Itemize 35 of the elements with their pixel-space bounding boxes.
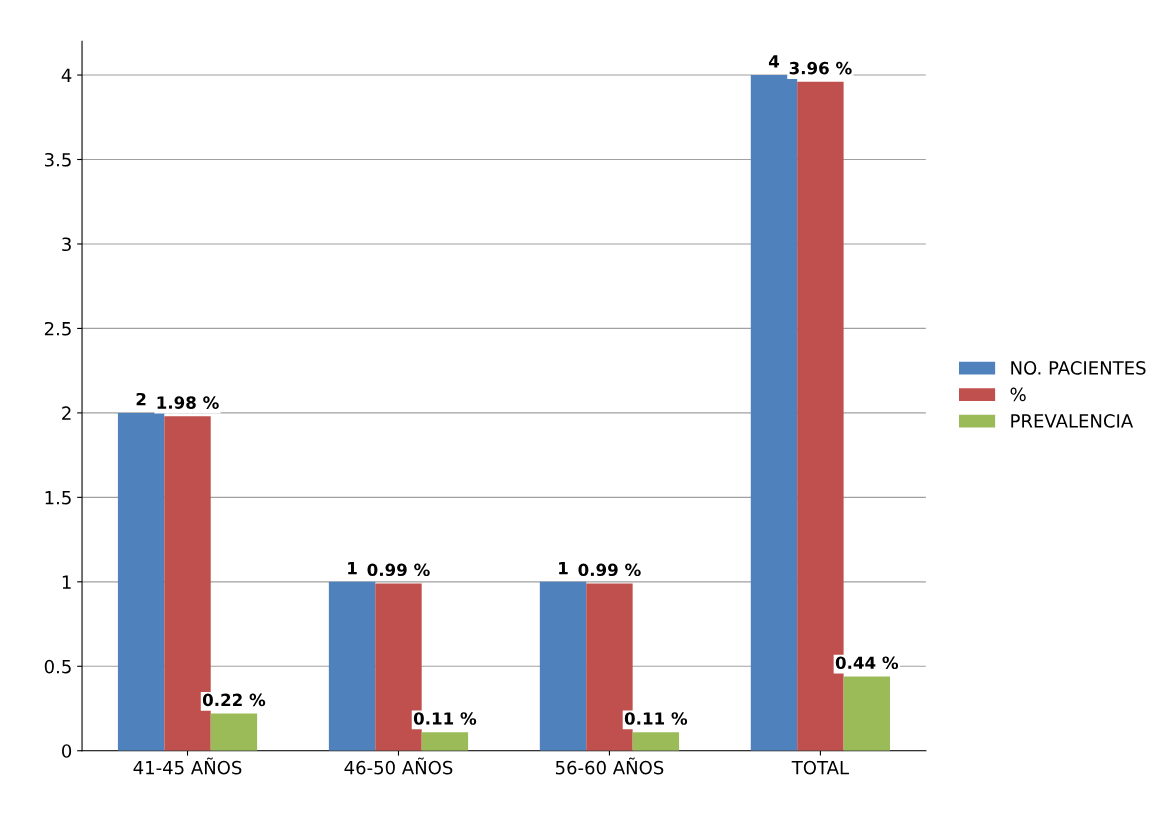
bar [210, 713, 258, 751]
data-label: 1.98 % [157, 396, 219, 409]
legend-label: PREVALENCIA [1011, 414, 1134, 428]
bar [539, 581, 587, 751]
bar [632, 732, 680, 751]
bar [421, 732, 469, 751]
y-tick-label: 3.5 [44, 152, 71, 167]
y-tick-label: 2.5 [44, 321, 71, 336]
data-label: 0.22 % [202, 693, 266, 707]
bar [750, 75, 798, 751]
data-label: 2 [136, 392, 146, 406]
data-label: 0.99 % [578, 563, 641, 577]
data-label: 0.44 % [835, 656, 899, 670]
y-tick-label: 0 [62, 744, 72, 758]
y-tick-label: 4 [61, 68, 72, 82]
y-tick-label: 1 [62, 575, 71, 589]
data-label: 0.11 % [624, 712, 688, 725]
data-label: 1 [348, 562, 357, 575]
legend-label: % [1010, 387, 1026, 402]
x-tick-label: 41-45 AÑOS [133, 757, 242, 775]
x-tick-label: 56-60 AÑOS [555, 757, 664, 775]
bar [117, 412, 165, 751]
y-tick-label: 0.5 [44, 659, 71, 674]
y-tick-label: 2 [62, 406, 71, 420]
x-tick-label: TOTAL [791, 760, 849, 775]
y-tick-label: 3 [62, 237, 71, 252]
data-label: 3.96 % [789, 61, 852, 75]
x-tick-label: 46-50 AÑOS [344, 757, 453, 775]
data-label: 4 [768, 55, 780, 68]
y-tick-label: 1.5 [45, 491, 71, 505]
data-label: 0.99 % [367, 563, 430, 577]
data-label: 0.11 % [413, 712, 477, 725]
bar [328, 581, 376, 751]
legend-label: NO. PACIENTES [1011, 361, 1146, 375]
data-label: 1 [559, 562, 568, 575]
